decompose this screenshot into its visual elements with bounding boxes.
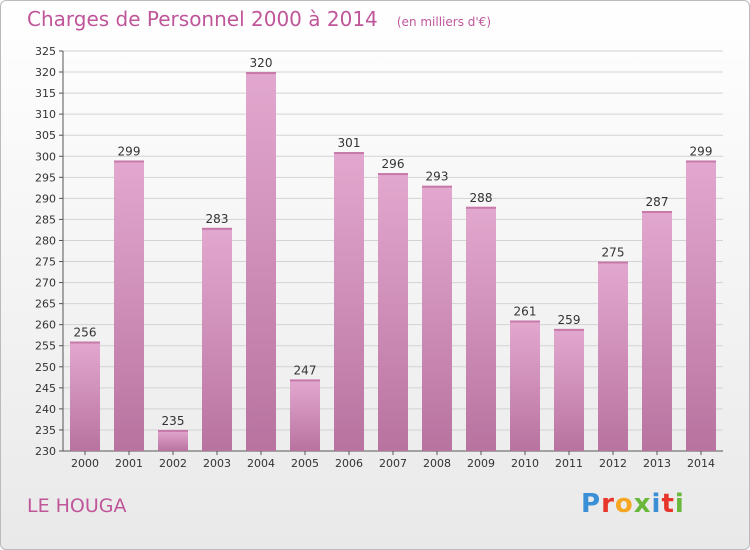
value-label-2003: 283: [206, 212, 229, 226]
value-label-2000: 256: [74, 326, 97, 340]
chart-title: Charges de Personnel 2000 à 2014: [27, 7, 378, 31]
value-label-2007: 296: [382, 157, 405, 171]
y-tick-label: 265: [35, 298, 56, 311]
x-tick-label-2005: 2005: [291, 457, 319, 470]
x-tick-label-2013: 2013: [643, 457, 671, 470]
y-tick-label: 305: [35, 129, 56, 142]
bar-top-edge: [598, 261, 628, 264]
logo-letter: r: [601, 489, 615, 519]
x-tick-label-2014: 2014: [687, 457, 715, 470]
bar-2013: [642, 211, 672, 451]
bar-2007: [378, 173, 408, 451]
y-tick-label: 290: [35, 192, 56, 205]
bar-2011: [554, 328, 584, 451]
x-tick-label-2009: 2009: [467, 457, 495, 470]
y-tick-label: 255: [35, 340, 56, 353]
bar-top-edge: [510, 320, 540, 323]
y-tick-label: 230: [35, 445, 56, 458]
bar-top-edge: [202, 227, 232, 230]
x-tick-label-2004: 2004: [247, 457, 275, 470]
y-tick-label: 285: [35, 213, 56, 226]
y-tick-label: 275: [35, 256, 56, 269]
x-tick-label-2002: 2002: [159, 457, 187, 470]
bar-top-edge: [466, 206, 496, 209]
commune-name: LE HOUGA: [27, 495, 127, 517]
y-tick-label: 315: [35, 87, 56, 100]
bar-top-edge: [158, 429, 188, 432]
x-tick-label-2010: 2010: [511, 457, 539, 470]
value-label-2011: 259: [558, 313, 581, 327]
bar-2005: [290, 379, 320, 451]
bar-top-edge: [554, 328, 584, 331]
logo-letter: i: [674, 489, 685, 519]
x-tick-label-2012: 2012: [599, 457, 627, 470]
y-tick-label: 245: [35, 382, 56, 395]
value-label-2006: 301: [338, 136, 361, 150]
value-label-2001: 299: [118, 144, 141, 158]
bar-2012: [598, 261, 628, 451]
bar-top-edge: [422, 185, 452, 188]
value-label-2012: 275: [602, 246, 625, 260]
x-tick-label-2007: 2007: [379, 457, 407, 470]
y-tick-label: 310: [35, 108, 56, 121]
value-label-2010: 261: [514, 304, 537, 318]
bar-2009: [466, 206, 496, 451]
x-tick-label-2008: 2008: [423, 457, 451, 470]
y-tick-label: 250: [35, 361, 56, 374]
x-tick-label-2001: 2001: [115, 457, 143, 470]
value-label-2008: 293: [426, 170, 449, 184]
bar-2001: [114, 160, 144, 451]
bar-2008: [422, 185, 452, 451]
x-tick-label-2011: 2011: [555, 457, 583, 470]
bar-2000: [70, 341, 100, 451]
chart-subtitle: (en milliers d'€): [396, 15, 491, 29]
bar-2014: [686, 160, 716, 451]
y-tick-label: 270: [35, 277, 56, 290]
bar-2006: [334, 152, 364, 452]
value-label-2013: 287: [646, 195, 669, 209]
bar-2002: [158, 429, 188, 451]
y-tick-label: 295: [35, 171, 56, 184]
value-labels: 256 299 235 283 320 247 301 296 293 288 261 259 275 2…: [74, 56, 713, 428]
x-tick-label-2000: 2000: [71, 457, 99, 470]
logo-letter: P: [581, 489, 602, 519]
value-label-2009: 288: [470, 191, 493, 205]
bar-top-edge: [290, 379, 320, 382]
bar-top-edge: [686, 160, 716, 163]
bars: [70, 72, 716, 452]
proxiti-logo: Proxiti: [581, 489, 685, 519]
bar-top-edge: [334, 152, 364, 155]
value-label-2005: 247: [294, 363, 317, 377]
bar-top-edge: [114, 160, 144, 163]
x-tick-label-2006: 2006: [335, 457, 363, 470]
x-tick-label-2003: 2003: [203, 457, 231, 470]
y-tick-label: 300: [35, 150, 56, 163]
bar-top-edge: [246, 72, 276, 75]
bar-2010: [510, 320, 540, 451]
bar-2004: [246, 72, 276, 451]
y-tick-label: 325: [35, 45, 56, 58]
value-label-2014: 299: [690, 144, 713, 158]
y-tick-label: 320: [35, 66, 56, 79]
logo-letter: i: [651, 489, 662, 519]
logo-letter: t: [661, 489, 675, 519]
logo-letter: o: [614, 489, 634, 519]
bar-top-edge: [70, 341, 100, 344]
y-tick-label: 235: [35, 424, 56, 437]
value-label-2004: 320: [250, 56, 273, 70]
title-row: Charges de Personnel 2000 à 2014 (en mil…: [27, 7, 491, 31]
logo-letter: x: [633, 489, 652, 519]
bar-2003: [202, 227, 232, 451]
y-tick-label: 280: [35, 234, 56, 247]
bar-top-edge: [642, 211, 672, 213]
y-tick-label: 260: [35, 319, 56, 332]
value-label-2002: 235: [162, 414, 185, 428]
axes: 230 235 240 245 250 255 260 265 270 275 280 285 290 2…: [35, 45, 723, 470]
bar-top-edge: [378, 173, 408, 176]
y-tick-label: 240: [35, 403, 56, 416]
